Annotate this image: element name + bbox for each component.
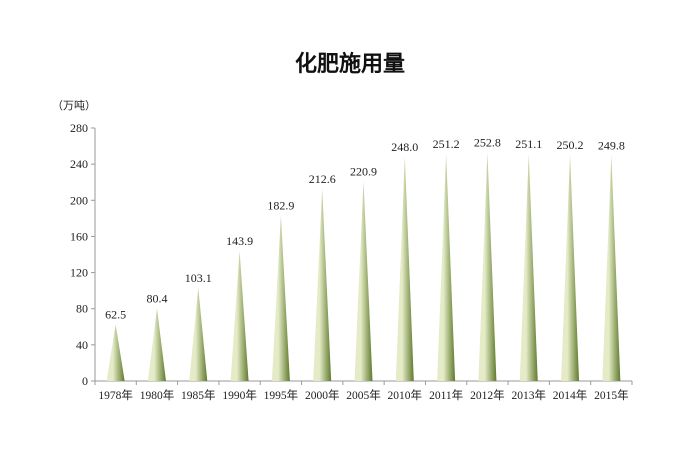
x-tick-label: 1990年 bbox=[222, 388, 257, 402]
x-tick-label: 2012年 bbox=[470, 388, 505, 402]
data-label: 182.9 bbox=[267, 199, 294, 213]
bar-cone bbox=[478, 152, 497, 381]
x-tick-label: 2010年 bbox=[388, 388, 423, 402]
bar-cone bbox=[230, 250, 249, 381]
bar-cone bbox=[519, 154, 538, 381]
bars bbox=[106, 152, 621, 381]
x-tick-label: 2013年 bbox=[511, 388, 546, 402]
y-tick-label: 240 bbox=[70, 157, 88, 171]
bar-cone bbox=[602, 155, 621, 381]
x-tick-label: 2000年 bbox=[305, 388, 340, 402]
y-tick-label: 80 bbox=[76, 302, 88, 316]
bar-cone bbox=[395, 156, 414, 381]
x-tick-label: 1978年 bbox=[98, 388, 133, 402]
data-label: 62.5 bbox=[105, 308, 126, 322]
data-label: 80.4 bbox=[146, 291, 167, 305]
y-tick-label: 160 bbox=[70, 229, 88, 243]
x-tick-label: 2011年 bbox=[429, 388, 463, 402]
data-label: 249.8 bbox=[598, 138, 625, 152]
x-tick-label: 2005年 bbox=[346, 388, 381, 402]
x-tick-label: 1995年 bbox=[264, 388, 299, 402]
bar-cone bbox=[354, 181, 373, 381]
unit-label: （万吨） bbox=[52, 99, 96, 112]
bar-cone bbox=[561, 154, 580, 381]
labels: 62.5 1978年 80.4 1980年 103.1 1985年 143.9 1990年 18… bbox=[98, 136, 628, 402]
y-tick-label: 120 bbox=[70, 266, 88, 280]
bar-cone bbox=[313, 188, 332, 381]
data-label: 251.2 bbox=[433, 137, 460, 151]
y-tick-label: 200 bbox=[70, 193, 88, 207]
x-tick-label: 1985年 bbox=[181, 388, 216, 402]
bar-cone bbox=[189, 287, 208, 381]
bar-cone bbox=[106, 324, 125, 381]
x-tick-label: 1980年 bbox=[140, 388, 175, 402]
data-label: 212.6 bbox=[309, 172, 336, 186]
y-tick-label: 280 bbox=[70, 121, 88, 135]
x-tick-label: 2015年 bbox=[594, 388, 629, 402]
y-tick-label: 40 bbox=[76, 338, 88, 352]
chart-title: 化肥施用量 bbox=[294, 51, 405, 77]
data-label: 251.1 bbox=[515, 137, 542, 151]
data-label: 248.0 bbox=[391, 140, 418, 154]
bar-cone bbox=[271, 215, 290, 381]
data-label: 220.9 bbox=[350, 164, 377, 178]
data-label: 143.9 bbox=[226, 234, 253, 248]
bar-cone bbox=[437, 154, 456, 381]
data-label: 103.1 bbox=[185, 271, 212, 285]
bar-cone bbox=[147, 308, 166, 381]
x-tick-label: 2014年 bbox=[553, 388, 588, 402]
data-label: 252.8 bbox=[474, 136, 501, 150]
data-label: 250.2 bbox=[557, 138, 584, 152]
y-tick-label: 0 bbox=[82, 374, 88, 388]
